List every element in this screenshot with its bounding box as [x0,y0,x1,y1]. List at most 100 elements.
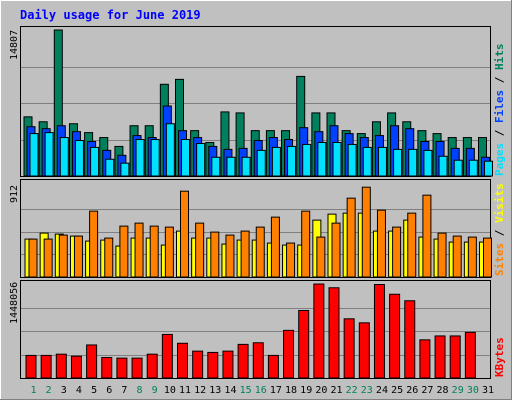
pages-bar-7 [120,162,130,177]
pages-bar-15 [241,156,251,177]
legend-middle: Sites / Visits [493,183,506,276]
visits-bar-23 [361,186,371,278]
day-label-16: 16 [255,385,267,396]
kbytes-bar-1 [25,354,37,379]
visits-bar-2 [43,238,53,278]
visits-bar-3 [58,234,68,278]
max-label-visits: 912 [9,185,20,203]
visits-bar-28 [437,232,447,278]
pages-bar-30 [468,159,478,177]
legend-part-0: Sites [493,243,506,276]
kbytes-bar-12 [192,350,204,379]
kbytes-bar-6 [101,356,113,379]
visits-bar-30 [467,236,477,278]
kbytes-bar-25 [389,293,401,379]
kbytes-bar-10 [161,333,173,379]
pages-bar-26 [408,148,418,177]
panel-visits-sites [20,179,492,278]
day-label-3: 3 [61,385,67,396]
pages-bar-16 [256,149,266,177]
day-label-26: 26 [406,385,418,396]
pages-bar-6 [105,158,115,177]
x-axis-day-labels: 1 2 3 4 5 6 7 8 9 10 11 12 13 14 15 16 17 18 19 20 21 22 23 24 2… [30,385,494,396]
kbytes-bar-5 [86,344,98,379]
pages-bar-3 [59,137,69,177]
visits-bar-21 [331,222,341,278]
day-label-15: 15 [240,385,252,396]
legend-part-0: KBytes [493,337,506,377]
day-label-10: 10 [164,385,176,396]
panel-kbytes [20,280,491,379]
visits-bar-11 [180,190,189,278]
kbytes-bar-29 [449,335,461,379]
kbytes-bar-23 [358,322,370,379]
visits-bar-24 [376,209,386,278]
pages-bar-10 [165,123,175,177]
kbytes-bar-16 [252,342,264,379]
kbytes-bar-24 [373,284,385,379]
day-label-2: 2 [46,385,52,396]
visits-bar-9 [149,225,159,278]
day-label-8: 8 [137,385,143,396]
pages-bar-9 [150,139,160,177]
day-label-4: 4 [76,385,82,396]
visits-bar-27 [422,194,432,278]
legend-part-1: / [493,223,506,243]
legend-part-2: Visits [493,183,506,223]
kbytes-bar-22 [343,318,355,379]
kbytes-bar-9 [146,353,158,379]
pages-bar-18 [287,145,297,177]
pages-bar-21 [332,141,342,177]
kbytes-bar-27 [419,339,431,379]
kbytes-bar-11 [177,342,188,379]
pages-bar-20 [317,141,327,177]
day-label-6: 6 [106,385,112,396]
day-label-14: 14 [224,385,236,396]
kbytes-bar-4 [70,355,82,379]
kbytes-bar-13 [207,351,219,379]
kbytes-bar-7 [116,357,128,379]
pages-bar-8 [135,139,145,177]
day-label-30: 30 [467,385,479,396]
visits-bar-10 [164,226,174,278]
kbytes-bar-30 [464,331,476,379]
pages-bar-2 [44,132,54,177]
day-label-24: 24 [376,385,388,396]
legend-bottom: KBytes [493,337,506,377]
pages-bar-31 [484,160,493,177]
day-label-1: 1 [30,385,36,396]
pages-bar-29 [453,159,463,177]
visits-bar-25 [392,226,402,278]
pages-bar-22 [347,143,357,177]
visits-bar-17 [270,216,280,278]
day-label-17: 17 [270,385,282,396]
pages-bar-28 [438,155,448,177]
max-label-kbytes: 1448056 [9,282,20,324]
visits-bar-14 [225,234,235,278]
kbytes-bar-18 [283,329,295,379]
kbytes-bar-8 [131,357,143,379]
day-label-11: 11 [179,385,191,396]
visits-bar-7 [119,225,129,278]
kbytes-bar-3 [55,353,67,379]
day-label-28: 28 [437,385,449,396]
legend-part-1: / [493,123,506,143]
visits-bar-19 [301,210,311,278]
day-label-5: 5 [91,385,97,396]
legend-top: Pages / Files / Hits [493,44,506,177]
pages-bar-1 [29,133,39,177]
visits-bar-6 [104,237,114,278]
day-label-13: 13 [209,385,221,396]
pages-bar-5 [90,146,100,177]
kbytes-bar-20 [313,283,325,379]
day-label-7: 7 [121,385,127,396]
kbytes-bar-17 [267,354,279,379]
visits-bar-5 [89,210,99,278]
visits-bar-31 [483,237,492,278]
visits-bar-18 [286,242,296,278]
visits-bar-12 [195,222,205,278]
legend-part-0: Pages [493,143,506,176]
visits-bar-29 [452,235,462,278]
kbytes-bar-26 [404,300,416,379]
visits-bar-4 [73,235,83,278]
